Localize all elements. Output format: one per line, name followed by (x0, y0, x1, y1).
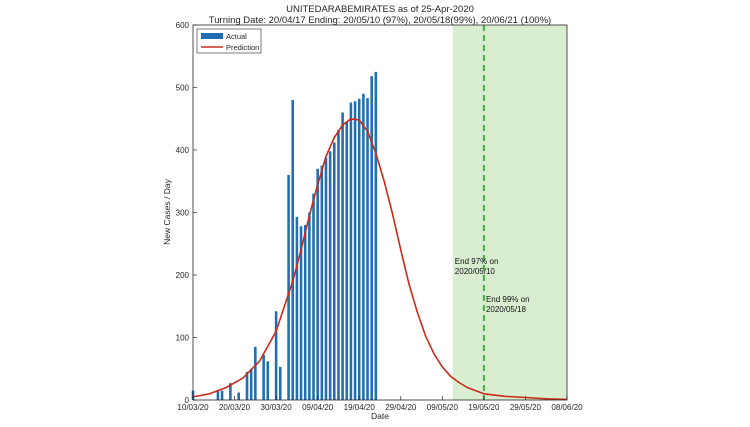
actual-bar (357, 98, 361, 400)
actual-bar (308, 212, 311, 400)
y-axis-label: New Cases / Day (162, 178, 172, 244)
actual-bar (299, 226, 303, 400)
x-tick-label: 09/05/20 (427, 403, 459, 412)
x-tick-label: 09/04/20 (302, 403, 334, 412)
actual-bar (324, 157, 328, 400)
x-axis-label: Date (371, 411, 389, 421)
actual-bar (274, 311, 278, 400)
tick-layer: 0 100 200 300 400 500 600 10/03/20 20/03/20 30/03… (176, 21, 583, 412)
x-tick-label: 29/04/20 (385, 403, 417, 412)
legend-actual-label: Actual (226, 32, 247, 41)
actual-bar (262, 355, 265, 400)
y-tick-label: 100 (176, 334, 190, 343)
actual-bar (374, 71, 378, 400)
actual-bar (254, 346, 257, 400)
legend: Actual Prediction (196, 28, 262, 54)
actual-bar (220, 390, 224, 400)
ending-region-shade (452, 25, 567, 400)
x-tick-label: 10/03/20 (177, 403, 209, 412)
actual-bar (370, 76, 373, 400)
actual-bar (341, 112, 344, 400)
actual-bar (312, 193, 315, 400)
y-tick-label: 300 (176, 209, 190, 218)
actual-bar (295, 216, 299, 400)
y-tick-label: 0 (185, 396, 190, 405)
actual-bar (333, 142, 336, 400)
actual-bar (266, 361, 270, 400)
chart-subtitle: Turning Date: 20/04/17 Ending: 20/05/10 … (209, 15, 551, 26)
x-tick-label: 19/05/20 (468, 403, 500, 412)
y-tick-label: 600 (176, 21, 190, 30)
actual-bar (249, 368, 253, 400)
legend-box (196, 28, 262, 54)
actual-bar (362, 93, 365, 400)
shade-layer (452, 25, 567, 400)
actual-bar (345, 121, 349, 400)
legend-actual-swatch (201, 33, 223, 39)
actual-bar (366, 98, 369, 400)
actual-bar (291, 100, 295, 400)
y-tick-label: 400 (176, 146, 190, 155)
y-tick-label: 500 (176, 84, 190, 93)
y-tick-label: 200 (176, 271, 190, 280)
x-tick-label: 29/05/20 (510, 403, 542, 412)
end-annotation: End 99% on 2020/05/18 (486, 295, 530, 314)
actual-bar (320, 165, 324, 400)
bar-layer (191, 71, 378, 400)
annotation-layer: End 97% on 2020/05/10 End 99% on 2020/05/18 (455, 257, 530, 314)
actual-bar (237, 392, 240, 400)
actual-bar (216, 390, 220, 400)
actual-bar (229, 383, 232, 400)
x-tick-label: 19/04/20 (344, 403, 376, 412)
actual-bar (303, 225, 307, 400)
actual-bar (349, 102, 353, 400)
x-tick-label: 30/03/20 (261, 403, 293, 412)
actual-bar (353, 101, 357, 400)
actual-bar (316, 168, 319, 400)
actual-bar (337, 130, 340, 400)
x-tick-label: 08/06/20 (551, 403, 583, 412)
end-annotation: End 97% on 2020/05/10 (455, 257, 499, 276)
actual-bar (278, 366, 282, 400)
actual-bar (245, 371, 249, 400)
legend-prediction-label: Prediction (226, 43, 259, 52)
x-tick-label: 20/03/20 (219, 403, 251, 412)
actual-bar (287, 175, 290, 400)
chart-title: UNITEDARABEMIRATES as of 25-Apr-2020 (286, 4, 474, 15)
prediction-line (192, 118, 568, 401)
actual-bar (328, 151, 332, 400)
line-layer (192, 25, 568, 401)
